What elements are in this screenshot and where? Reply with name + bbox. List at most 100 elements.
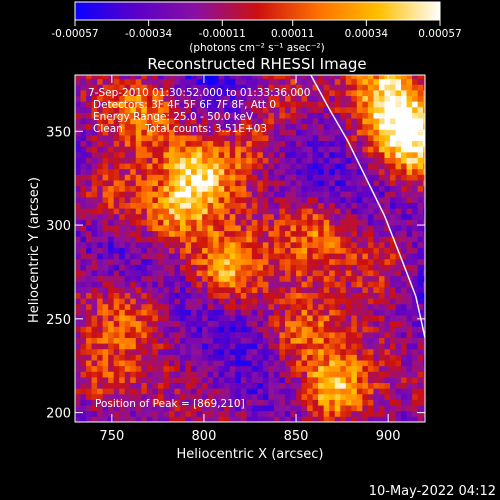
- heatmap-cell: [224, 292, 231, 299]
- heatmap-cell: [191, 354, 197, 361]
- heatmap-cell: [168, 196, 175, 203]
- heatmap-cell: [108, 253, 115, 260]
- heatmap-cell: [80, 75, 87, 80]
- heatmap-cell: [285, 157, 291, 164]
- heatmap-cell: [196, 174, 203, 181]
- heatmap-cell: [351, 230, 358, 237]
- heatmap-cell: [423, 106, 425, 113]
- heatmap-cell: [163, 112, 170, 119]
- heatmap-cell: [312, 213, 319, 220]
- heatmap-cell: [130, 230, 137, 237]
- heatmap-cell: [168, 376, 175, 384]
- heatmap-cell: [240, 253, 247, 260]
- heatmap-cell: [345, 331, 352, 338]
- heatmap-cell: [356, 360, 363, 367]
- heatmap-cell: [180, 331, 186, 338]
- heatmap-cell: [312, 236, 319, 243]
- heatmap-cell: [423, 382, 425, 389]
- heatmap-cell: [229, 180, 236, 187]
- heatmap-cell: [108, 90, 115, 97]
- heatmap-cell: [412, 264, 419, 271]
- heatmap-cell: [80, 298, 87, 305]
- heatmap-cell: [329, 298, 336, 305]
- heatmap-cell: [351, 393, 358, 400]
- heatmap-cell: [146, 106, 153, 113]
- heatmap-cell: [86, 365, 92, 372]
- heatmap-cell: [262, 95, 269, 102]
- heatmap-cell: [384, 303, 391, 310]
- heatmap-cell: [340, 174, 347, 181]
- heatmap-cell: [406, 405, 413, 412]
- heatmap-cell: [290, 354, 297, 361]
- heatmap-cell: [362, 247, 369, 254]
- heatmap-cell: [191, 270, 197, 277]
- heatmap-cell: [235, 371, 242, 378]
- heatmap-cell: [423, 258, 425, 265]
- heatmap-cell: [246, 264, 253, 271]
- heatmap-cell: [401, 101, 407, 108]
- heatmap-cell: [251, 185, 258, 192]
- heatmap-cell: [86, 151, 92, 158]
- heatmap-cell: [80, 225, 87, 232]
- heatmap-cell: [373, 95, 380, 102]
- heatmap-cell: [102, 129, 109, 136]
- heatmap-cell: [367, 208, 374, 215]
- heatmap-cell: [75, 410, 81, 417]
- heatmap-cell: [423, 354, 425, 361]
- heatmap-cell: [301, 213, 308, 220]
- heatmap-cell: [268, 405, 275, 412]
- heatmap-cell: [108, 382, 115, 389]
- heatmap-cell: [384, 112, 391, 119]
- heatmap-cell: [152, 101, 159, 108]
- heatmap-cell: [279, 75, 286, 80]
- heatmap-cell: [168, 343, 175, 350]
- heatmap-cell: [191, 399, 197, 406]
- heatmap-cell: [390, 196, 396, 203]
- heatmap-cell: [423, 213, 425, 220]
- heatmap-cell: [290, 360, 297, 367]
- heatmap-cell: [318, 208, 325, 215]
- heatmap-cell: [174, 286, 181, 293]
- heatmap-cell: [218, 292, 225, 299]
- heatmap-cell: [86, 230, 92, 237]
- heatmap-cell: [290, 135, 297, 142]
- heatmap-cell: [268, 416, 275, 422]
- heatmap-cell: [141, 275, 148, 282]
- heatmap-cell: [423, 90, 425, 97]
- heatmap-cell: [296, 230, 302, 237]
- heatmap-cell: [91, 84, 98, 91]
- heatmap-cell: [240, 180, 247, 187]
- heatmap-cell: [174, 292, 181, 299]
- heatmap-cell: [224, 275, 231, 282]
- heatmap-cell: [224, 320, 231, 327]
- heatmap-cell: [412, 410, 419, 417]
- heatmap-cell: [180, 371, 186, 378]
- heatmap-cell: [395, 151, 402, 158]
- heatmap-cell: [196, 264, 203, 271]
- heatmap-cell: [185, 399, 192, 406]
- heatmap-cell: [262, 416, 269, 422]
- heatmap-cell: [340, 202, 347, 209]
- heatmap-cell: [202, 343, 209, 350]
- heatmap-cell: [329, 151, 336, 158]
- heatmap-cell: [180, 348, 186, 355]
- heatmap-cell: [191, 348, 197, 355]
- heatmap-cell: [146, 112, 153, 119]
- heatmap-cell: [108, 331, 115, 338]
- heatmap-cell: [345, 196, 352, 203]
- heatmap-cell: [257, 264, 264, 271]
- heatmap-cell: [285, 78, 291, 85]
- heatmap-cell: [273, 180, 280, 187]
- heatmap-cell: [113, 75, 120, 80]
- heatmap-cell: [202, 180, 209, 187]
- heatmap-cell: [384, 298, 391, 305]
- heatmap-cell: [141, 247, 148, 254]
- heatmap-cell: [345, 202, 352, 209]
- heatmap-cell: [163, 371, 170, 378]
- heatmap-cell: [163, 309, 170, 316]
- heatmap-cell: [362, 298, 369, 305]
- heatmap-cell: [97, 208, 104, 215]
- heatmap-cell: [218, 264, 225, 271]
- heatmap-cell: [113, 95, 120, 102]
- heatmap-cell: [312, 151, 319, 158]
